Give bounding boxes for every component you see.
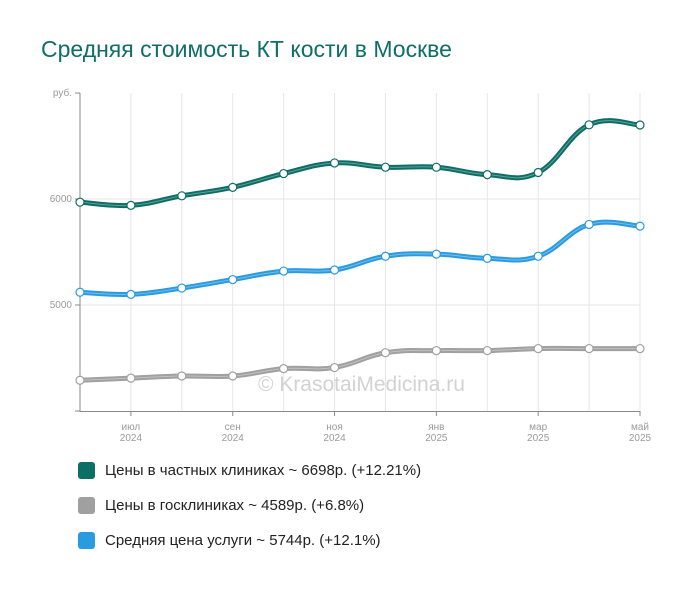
y-axis-unit-label: руб. bbox=[53, 87, 72, 99]
data-point bbox=[329, 265, 340, 275]
data-point bbox=[75, 375, 85, 385]
data-point bbox=[380, 348, 391, 358]
data-point bbox=[635, 221, 645, 231]
legend-label-private: Цены в частных клиниках ~ 6698р. (+12.21… bbox=[105, 462, 422, 479]
data-point bbox=[228, 182, 238, 192]
x-tick-label-month: июл bbox=[122, 422, 141, 433]
data-point bbox=[279, 168, 289, 179]
chart-axes bbox=[75, 92, 641, 416]
data-point bbox=[279, 266, 289, 276]
legend-item-private[interactable]: Цены в частных клиниках ~ 6698р. (+12.21… bbox=[78, 462, 421, 479]
legend-label-average: Средняя цена услуги ~ 5744р. (+12.1%) bbox=[105, 532, 381, 549]
data-point bbox=[380, 162, 391, 172]
data-point bbox=[177, 371, 187, 381]
x-tick-label-year: 2025 bbox=[527, 433, 550, 444]
series-line-highlight bbox=[79, 221, 641, 296]
data-point bbox=[177, 283, 187, 293]
data-point bbox=[177, 191, 187, 201]
data-point bbox=[126, 200, 136, 210]
data-point bbox=[431, 249, 441, 259]
x-tick-label-month: май bbox=[631, 422, 649, 433]
x-tick-label-month: ноя bbox=[326, 422, 343, 433]
data-point bbox=[329, 158, 340, 168]
chart-grid bbox=[79, 93, 641, 411]
chart-series bbox=[75, 118, 645, 385]
legend-swatch-private bbox=[78, 462, 95, 479]
data-point bbox=[533, 251, 543, 261]
data-point bbox=[126, 373, 136, 383]
line-chart: руб.50006000июл2024сен2024ноя2024янв2025… bbox=[50, 87, 652, 444]
series-line-highlight bbox=[79, 347, 640, 381]
series-private bbox=[75, 118, 645, 210]
data-point bbox=[279, 364, 289, 374]
legend-label-public: Цены в госклиниках ~ 4589р. (+6.8%) bbox=[105, 497, 365, 514]
series-line bbox=[77, 118, 643, 209]
legend-swatch-public bbox=[78, 497, 95, 514]
x-tick-label-year: 2024 bbox=[222, 433, 245, 444]
series-public bbox=[75, 343, 645, 385]
x-tick-label-month: мар bbox=[529, 422, 547, 433]
data-point bbox=[431, 345, 441, 356]
data-point bbox=[584, 219, 594, 230]
x-tick-label-year: 2024 bbox=[120, 433, 143, 444]
data-point bbox=[329, 362, 340, 373]
x-tick-label-month: янв bbox=[428, 422, 444, 433]
data-point bbox=[482, 170, 492, 180]
data-point bbox=[380, 251, 391, 261]
x-tick-label-year: 2025 bbox=[629, 433, 652, 444]
data-point bbox=[482, 253, 492, 263]
legend-item-average[interactable]: Средняя цена услуги ~ 5744р. (+12.1%) bbox=[78, 532, 421, 549]
data-point bbox=[75, 287, 85, 297]
y-tick-label: 5000 bbox=[50, 300, 73, 311]
data-point bbox=[635, 343, 645, 354]
data-point bbox=[228, 371, 238, 381]
data-point bbox=[482, 345, 492, 356]
chart-tick-labels: руб.50006000июл2024сен2024ноя2024янв2025… bbox=[50, 87, 652, 444]
y-tick-label: 6000 bbox=[50, 194, 73, 205]
legend-swatch-average bbox=[78, 532, 95, 549]
data-point bbox=[533, 343, 543, 354]
data-point bbox=[584, 343, 594, 354]
legend-item-public[interactable]: Цены в госклиниках ~ 4589р. (+6.8%) bbox=[78, 497, 421, 514]
data-point bbox=[584, 120, 594, 130]
x-tick-label-year: 2025 bbox=[425, 433, 448, 444]
data-point bbox=[533, 167, 543, 178]
x-tick-label-year: 2024 bbox=[323, 433, 346, 444]
chart-title: Средняя стоимость КТ кости в Москве bbox=[41, 36, 452, 62]
series-line bbox=[77, 345, 643, 383]
data-point bbox=[228, 274, 238, 285]
x-tick-label-month: сен bbox=[225, 422, 241, 433]
series-average bbox=[75, 219, 645, 299]
chart-legend: Цены в частных клиниках ~ 6698р. (+12.21… bbox=[78, 462, 421, 567]
data-point bbox=[431, 162, 441, 172]
watermark: © KrasotaiMedicina.ru bbox=[258, 373, 465, 396]
data-point bbox=[635, 120, 645, 130]
data-point bbox=[126, 289, 136, 299]
series-line bbox=[77, 219, 643, 298]
data-point bbox=[75, 197, 85, 207]
